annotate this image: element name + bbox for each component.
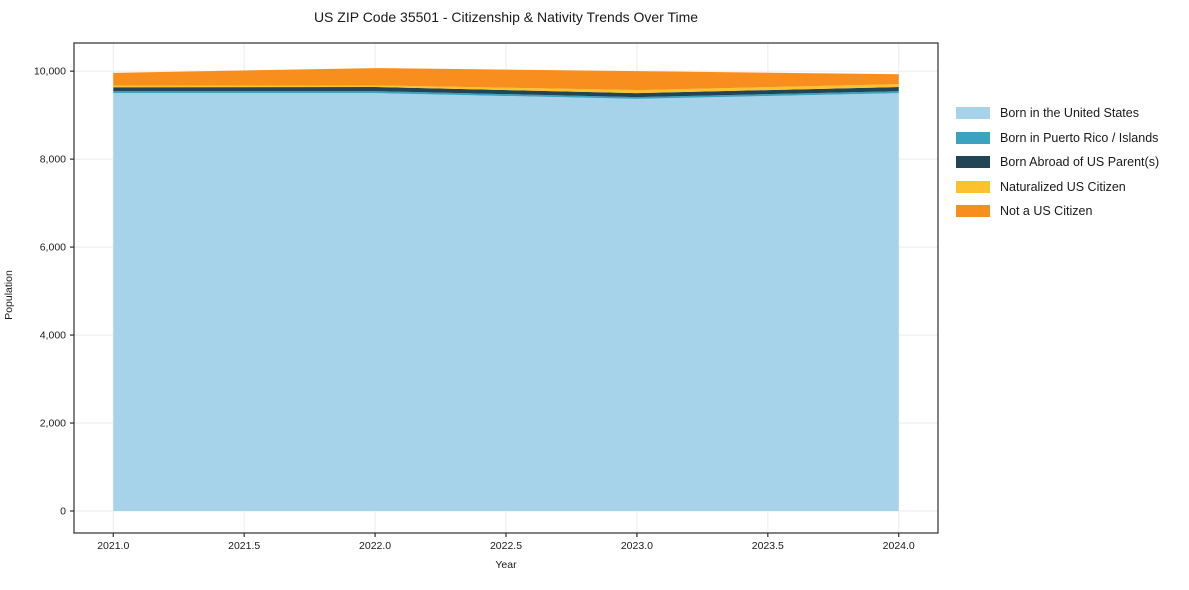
x-tick-label: 2022.5 — [490, 540, 522, 552]
y-tick-label: 10,000 — [34, 66, 66, 78]
legend: Born in the United States Born in Puerto … — [956, 101, 1159, 224]
y-tick-label: 0 — [60, 506, 66, 518]
legend-swatch — [956, 131, 990, 144]
y-tick-label: 6,000 — [40, 242, 66, 254]
legend-label: Born in the United States — [1000, 106, 1139, 121]
x-tick-label: 2021.5 — [228, 540, 260, 552]
legend-label: Born in Puerto Rico / Islands — [1000, 130, 1159, 145]
legend-swatch — [956, 156, 990, 169]
legend-item: Not a US Citizen — [956, 199, 1159, 224]
x-tick-label: 2023.5 — [752, 540, 784, 552]
legend-item: Born in Puerto Rico / Islands — [956, 126, 1159, 151]
area-series-1 — [113, 91, 899, 99]
area-series-0 — [113, 93, 899, 512]
legend-label: Naturalized US Citizen — [1000, 179, 1126, 194]
y-tick-label: 2,000 — [40, 418, 66, 430]
area-series-3 — [113, 84, 899, 94]
legend-label: Born Abroad of US Parent(s) — [1000, 155, 1160, 170]
area-series-4 — [113, 68, 899, 91]
y-axis-label: Population — [3, 270, 15, 320]
legend-item: Naturalized US Citizen — [956, 175, 1159, 200]
legend-item: Born in the United States — [956, 101, 1159, 126]
y-tick-label: 4,000 — [40, 330, 66, 342]
x-tick-label: 2023.0 — [621, 540, 653, 552]
y-tick-label: 8,000 — [40, 154, 66, 166]
legend-swatch — [956, 205, 990, 218]
legend-swatch — [956, 107, 990, 120]
x-tick-label: 2022.0 — [359, 540, 391, 552]
legend-label: Not a US Citizen — [1000, 204, 1093, 219]
legend-swatch — [956, 180, 990, 193]
area-series-2 — [113, 86, 899, 98]
chart-title: US ZIP Code 35501 - Citizenship & Nativi… — [313, 9, 699, 25]
x-axis-label: Year — [495, 559, 517, 571]
x-tick-label: 2021.0 — [97, 540, 129, 552]
x-tick-label: 2024.0 — [883, 540, 915, 552]
legend-item: Born Abroad of US Parent(s) — [956, 150, 1159, 175]
